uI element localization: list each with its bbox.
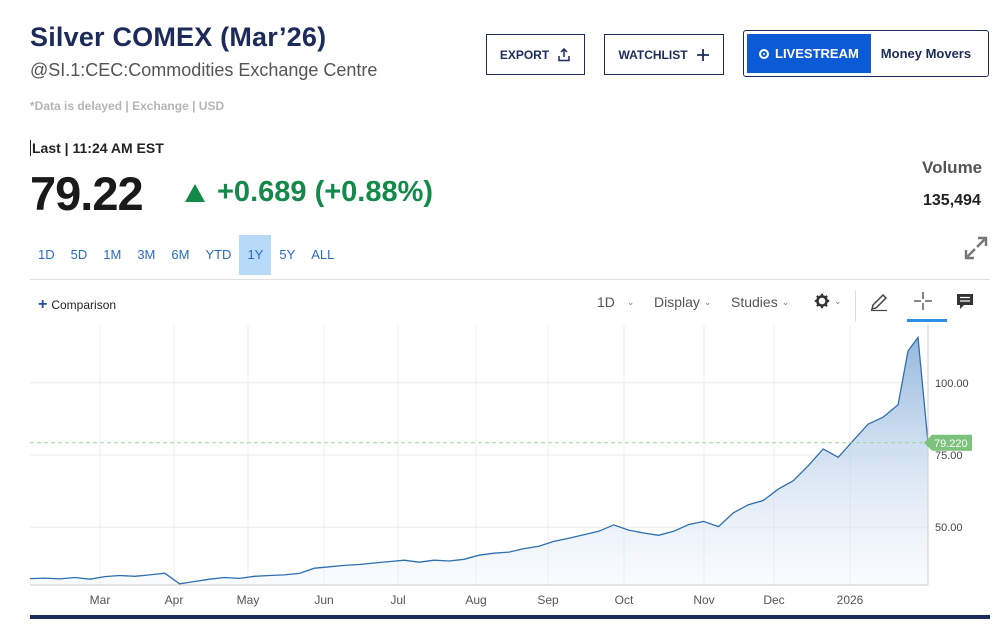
chart-area xyxy=(29,335,929,585)
y-tick-label: 50.00 xyxy=(935,522,963,534)
livestream-label: LIVESTREAM xyxy=(775,46,859,61)
toolbar-divider xyxy=(855,290,856,322)
share-icon xyxy=(558,47,570,61)
range-5y[interactable]: 5Y xyxy=(279,247,296,262)
expand-icon[interactable] xyxy=(963,235,989,261)
x-tick-label: Oct xyxy=(615,593,634,607)
x-tick-label: May xyxy=(237,593,260,607)
x-tick-label: Aug xyxy=(465,593,486,607)
range-all[interactable]: ALL xyxy=(311,247,335,262)
interval-dropdown[interactable]: 1D ⌄ xyxy=(597,294,634,310)
x-tick-label: Apr xyxy=(165,593,184,607)
range-5d[interactable]: 5D xyxy=(70,247,88,262)
range-selector: 1D 5D 1M 3M 6M YTD 1Y 5Y ALL xyxy=(30,235,342,275)
divider xyxy=(30,279,990,280)
range-1m[interactable]: 1M xyxy=(103,247,122,262)
pencil-icon[interactable] xyxy=(869,292,889,312)
display-label: Display xyxy=(654,294,700,310)
live-radio-icon xyxy=(759,48,769,59)
range-1y[interactable]: 1Y xyxy=(239,235,272,275)
export-button[interactable]: EXPORT xyxy=(486,34,585,75)
x-tick-label: Jul xyxy=(390,593,405,607)
chevron-down-icon: ⌄ xyxy=(834,295,842,306)
comment-icon[interactable] xyxy=(956,293,974,311)
up-arrow-icon xyxy=(185,183,205,202)
money-movers-button[interactable]: Money Movers xyxy=(880,46,972,61)
livestream-button[interactable]: LIVESTREAM xyxy=(747,34,871,73)
range-1d[interactable]: 1D xyxy=(38,247,55,262)
comparison-label: Comparison xyxy=(51,298,117,312)
x-tick-label: Sep xyxy=(537,593,559,607)
data-delayed-note: *Data is delayed | Exchange | USD xyxy=(30,99,225,113)
last-trade-time: Last | 11:24 AM EST xyxy=(30,140,164,156)
range-3m[interactable]: 3M xyxy=(137,247,156,262)
symbol-subtitle: @SI.1:CEC:Commodities Exchange Centre xyxy=(30,60,378,80)
volume-value: 135,494 xyxy=(923,192,981,209)
plus-icon: + xyxy=(38,296,48,313)
range-6m[interactable]: 6M xyxy=(171,247,190,262)
x-tick-label: 2026 xyxy=(837,593,864,607)
x-tick-label: Dec xyxy=(763,593,784,607)
price-tag-shape xyxy=(924,434,972,451)
export-label: EXPORT xyxy=(499,47,550,62)
watchlist-button[interactable]: WATCHLIST xyxy=(604,34,724,75)
interval-label: 1D xyxy=(597,294,615,310)
gear-icon xyxy=(814,293,830,309)
price-tag-label: 79.220 xyxy=(934,438,968,450)
watchlist-label: WATCHLIST xyxy=(618,47,688,62)
x-tick-label: Mar xyxy=(90,593,111,607)
y-tick-label: 75.00 xyxy=(935,450,963,462)
plus-icon xyxy=(696,48,709,61)
last-price: 79.22 xyxy=(30,167,144,220)
active-tool-indicator xyxy=(907,319,947,322)
price-area xyxy=(30,337,928,585)
price-change-value: +0.689 (+0.88%) xyxy=(217,176,434,208)
x-tick-label: Nov xyxy=(693,593,714,607)
chevron-down-icon: ⌄ xyxy=(626,296,635,307)
studies-label: Studies xyxy=(731,294,778,310)
studies-dropdown[interactable]: Studies ⌄ xyxy=(731,294,789,310)
footer-bar xyxy=(30,615,990,619)
display-dropdown[interactable]: Display ⌄ xyxy=(654,294,711,310)
page-title: Silver COMEX (Mar’26) xyxy=(30,22,327,52)
settings-dropdown[interactable]: ⌄ xyxy=(814,293,842,309)
chevron-down-icon: ⌄ xyxy=(781,296,790,307)
comparison-button[interactable]: + Comparison xyxy=(38,296,117,313)
current-price-tag: 79.220 xyxy=(924,434,972,451)
chevron-down-icon: ⌄ xyxy=(703,296,712,307)
price-line xyxy=(29,335,929,585)
y-tick-label: 100.00 xyxy=(935,378,969,390)
volume-label: Volume xyxy=(922,158,983,177)
chart-axes: Mar Apr May Jun Jul Aug Sep Oct Nov Dec 2026 50.00 7… xyxy=(30,325,972,607)
x-tick-label: Jun xyxy=(314,593,333,607)
range-ytd[interactable]: YTD xyxy=(205,247,232,262)
crosshair-icon[interactable] xyxy=(913,291,933,311)
price-change: +0.689 (+0.88%) xyxy=(185,176,433,209)
livestream-group: LIVESTREAM Money Movers xyxy=(743,30,989,77)
